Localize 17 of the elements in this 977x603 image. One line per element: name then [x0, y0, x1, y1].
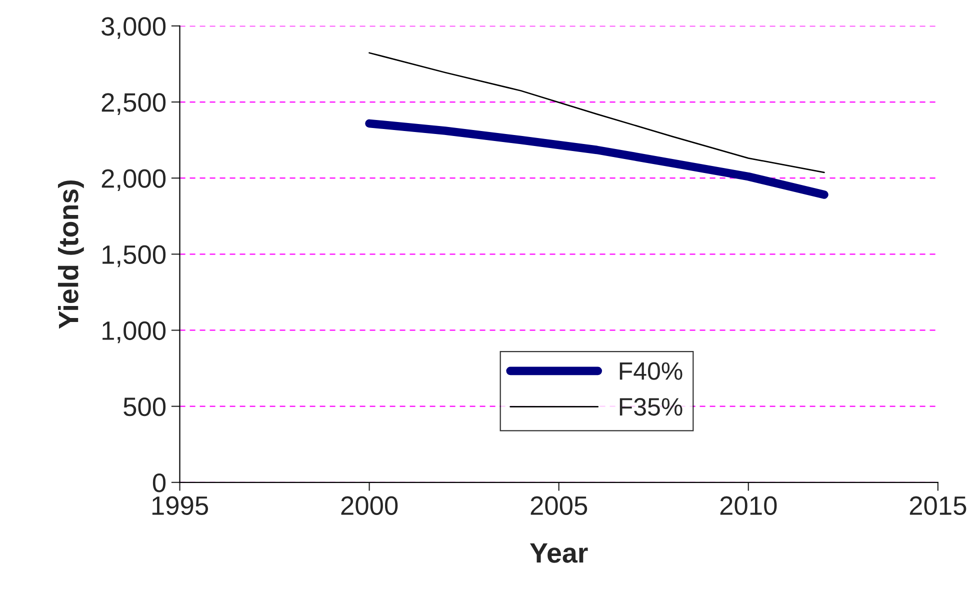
- y-tick-label: 1,000: [102, 321, 166, 344]
- y-tick-label: 1,500: [102, 245, 166, 268]
- y-tick-label: 2,000: [102, 169, 166, 192]
- x-axis-title: Year: [530, 543, 588, 563]
- line-series: [368, 52, 825, 174]
- x-tick-label: 2005: [530, 496, 588, 515]
- legend-label: F40%: [620, 362, 682, 380]
- legend-label: F35%: [620, 398, 682, 416]
- x-tick-label: 2015: [910, 496, 966, 515]
- y-tick-label: 0: [152, 474, 166, 492]
- y-tick-label: 3,000: [102, 17, 166, 39]
- x-tick-label: 2010: [720, 496, 777, 515]
- y-axis-title: Yield (tons): [58, 180, 84, 329]
- x-tick-label: 1995: [152, 496, 208, 515]
- x-tick-label: 2000: [341, 496, 398, 515]
- y-tick-label: 500: [124, 397, 166, 416]
- y-tick-label: 2,500: [102, 93, 166, 115]
